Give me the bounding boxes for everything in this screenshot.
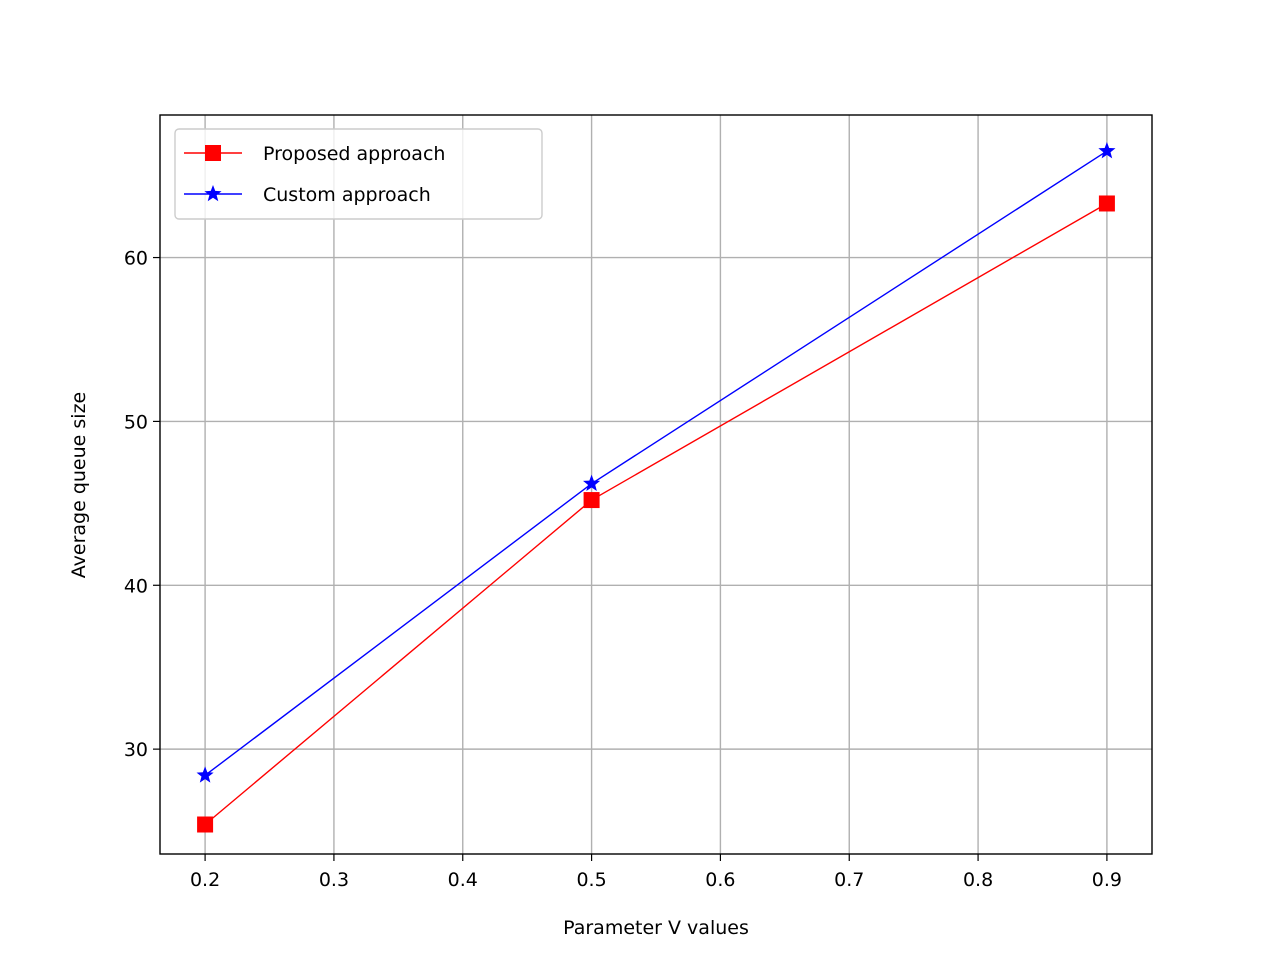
series-1 <box>197 195 1115 833</box>
x-tick-label: 0.6 <box>705 869 735 891</box>
data-point <box>197 816 214 833</box>
y-tick-label: 60 <box>124 248 148 270</box>
y-tick-label: 50 <box>124 411 148 433</box>
x-tick-label: 0.2 <box>190 869 220 891</box>
data-point <box>583 474 601 491</box>
legend-label: Proposed approach <box>263 143 445 165</box>
x-tick-label: 0.9 <box>1092 869 1122 891</box>
legend: Proposed approach Custom approach <box>174 128 543 220</box>
data-point <box>1098 195 1115 212</box>
legend-entries: Proposed approach Custom approach <box>184 143 445 206</box>
x-axis-label: Parameter V values <box>563 917 749 939</box>
series-layer <box>196 142 1116 833</box>
y-tick-label: 30 <box>124 739 148 761</box>
data-point <box>196 766 214 783</box>
legend-entry: Custom approach <box>184 184 431 206</box>
x-tick-label: 0.7 <box>834 869 864 891</box>
x-tick-label: 0.3 <box>319 869 349 891</box>
data-point <box>583 492 600 509</box>
y-axis-label: Average queue size <box>68 392 90 578</box>
series-2 <box>196 142 1116 783</box>
x-tick-label: 0.8 <box>963 869 993 891</box>
legend-box <box>174 128 543 220</box>
grid-lines <box>160 115 1152 854</box>
x-tick-label: 0.5 <box>576 869 606 891</box>
data-point <box>1098 142 1116 159</box>
y-tick-label: 40 <box>124 575 148 597</box>
legend-marker <box>204 185 222 202</box>
x-tick-label: 0.4 <box>448 869 478 891</box>
plot-frame <box>159 114 1153 855</box>
legend-entry: Proposed approach <box>184 143 445 165</box>
legend-label: Custom approach <box>263 184 431 206</box>
axis-ticks: 0.2 0.3 0.4 0.5 0.6 0.7 0.8 0.9 30 40 50 60 <box>124 248 1122 891</box>
legend-marker <box>205 145 221 161</box>
